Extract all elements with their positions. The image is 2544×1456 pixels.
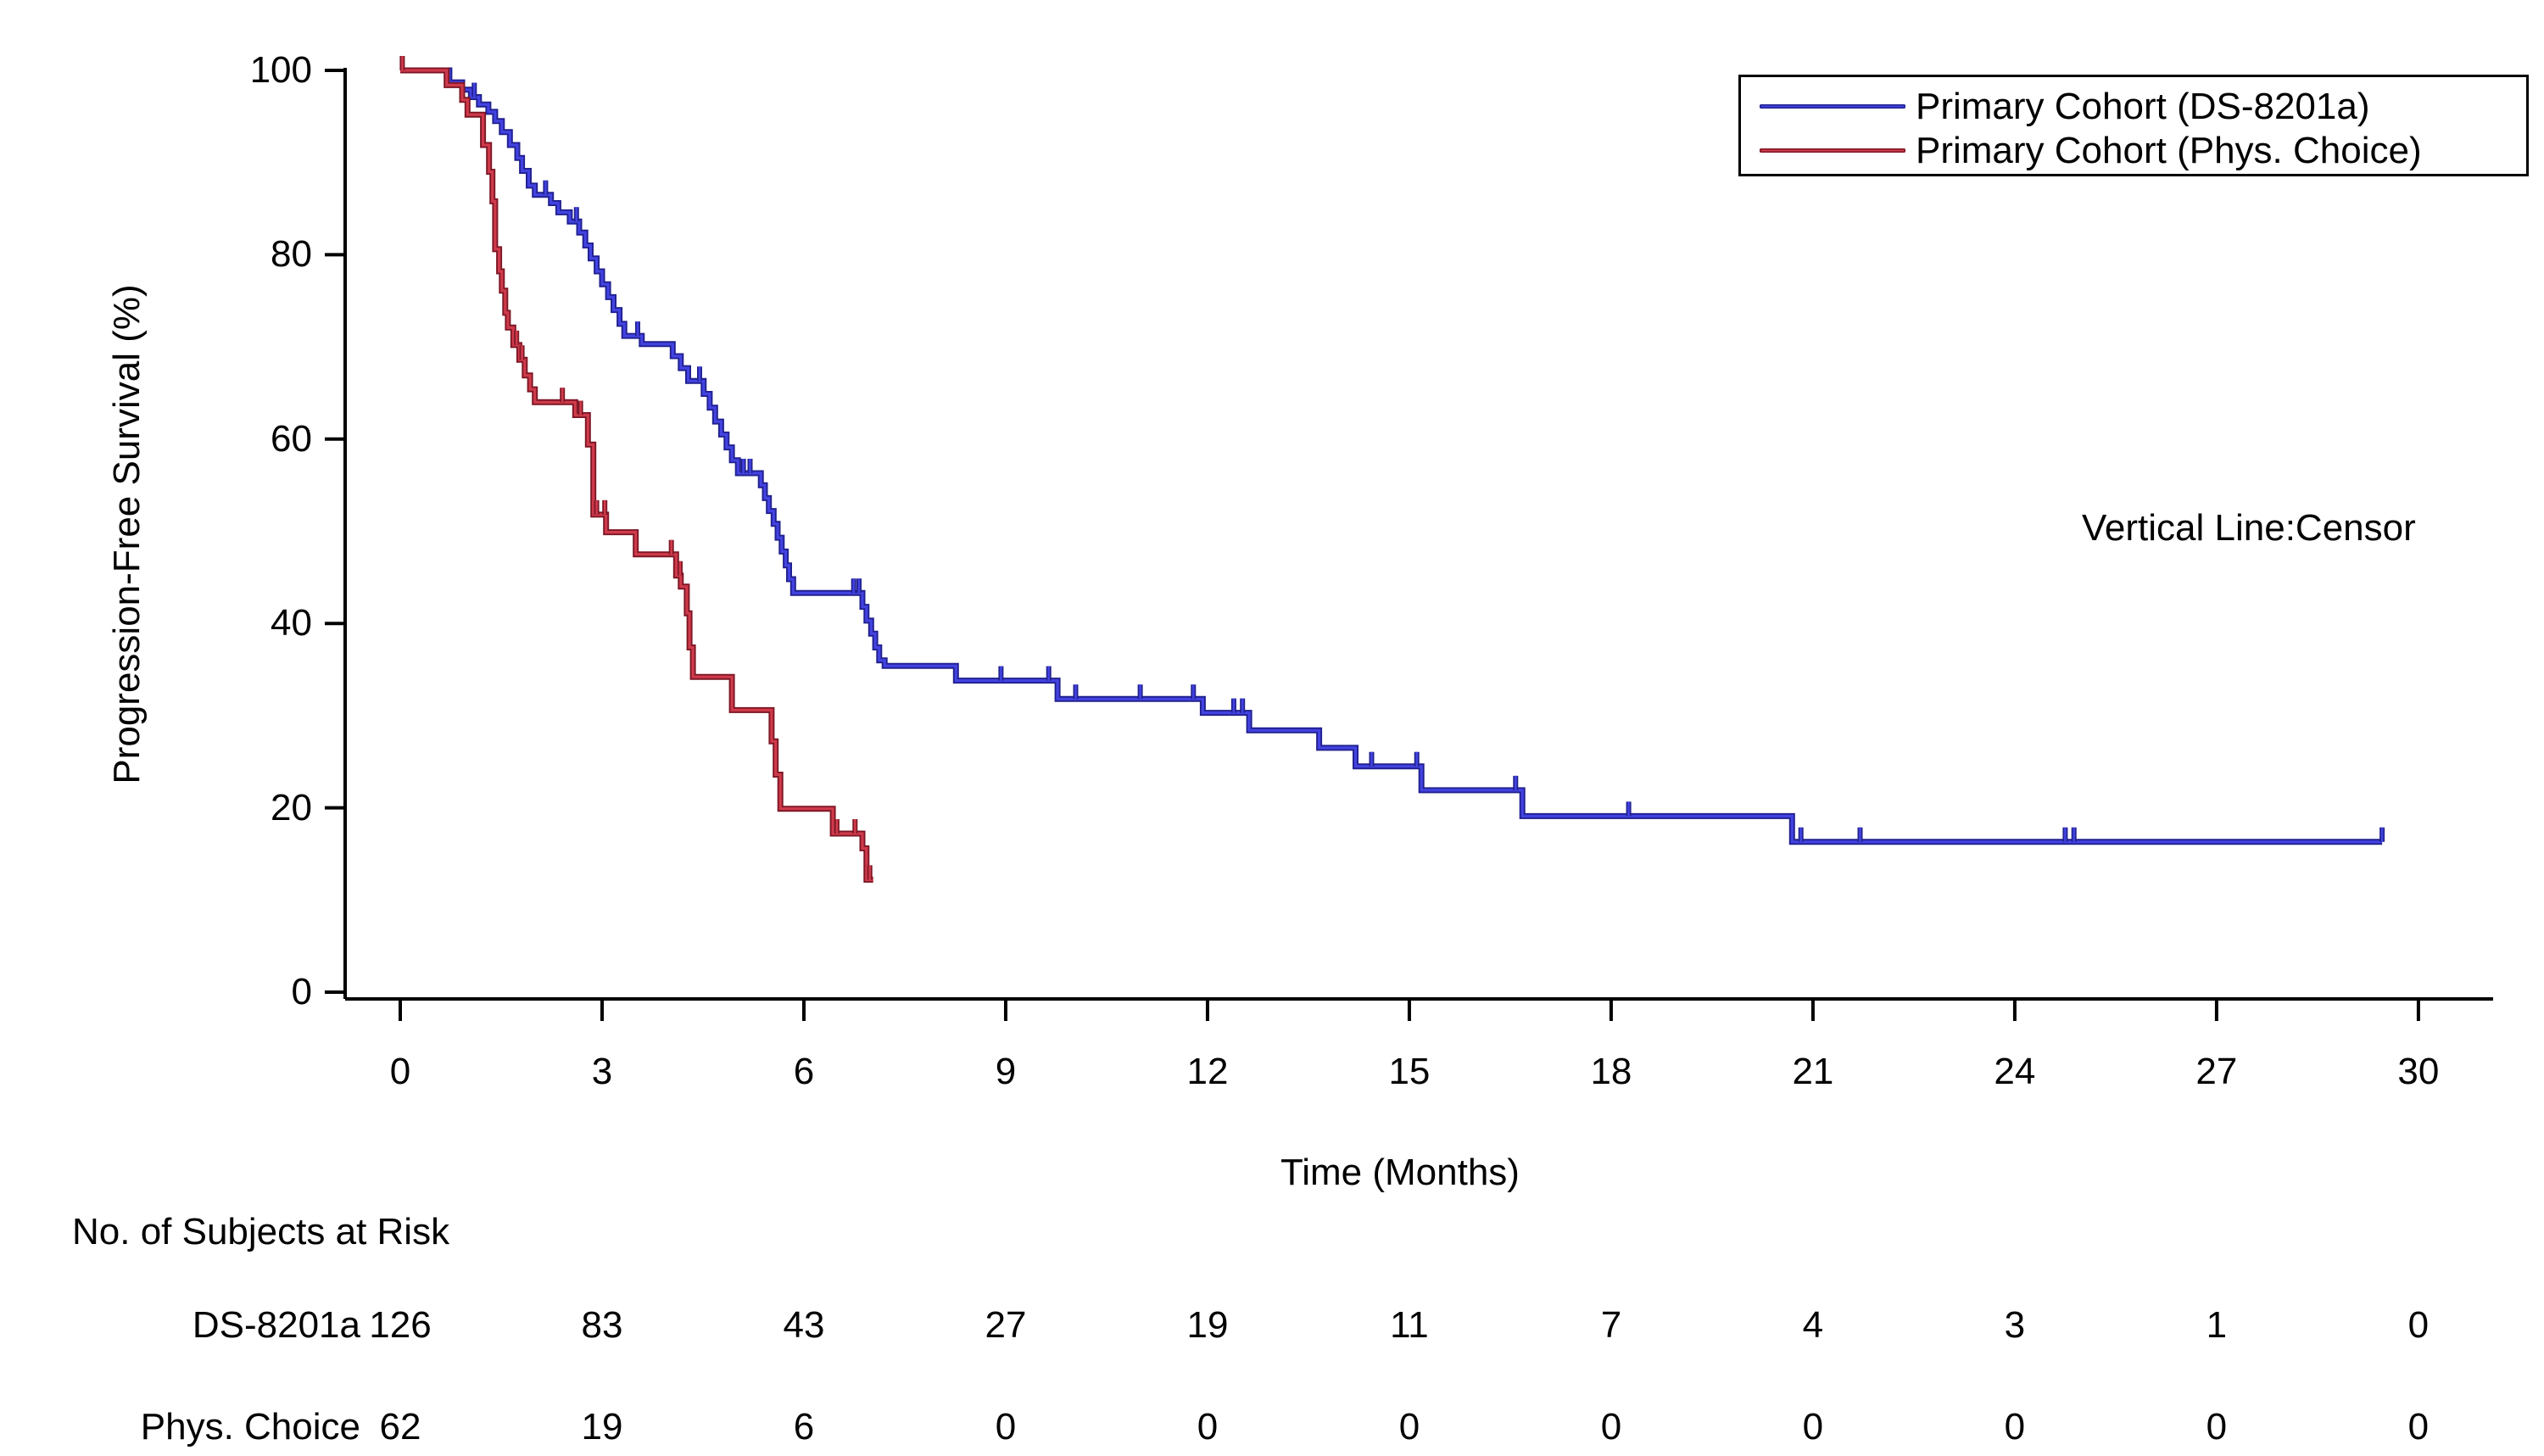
censor-annotation: Vertical Line:Censor (2082, 507, 2416, 549)
survival-curves (399, 56, 2385, 883)
legend-label: Primary Cohort (Phys. Choice) (1916, 130, 2422, 171)
curve-ds8201a-edge (400, 67, 2383, 845)
risk-value: 19 (1186, 1304, 1229, 1346)
risk-value: 1 (2206, 1304, 2228, 1346)
legend-box: Primary Cohort (DS-8201a) Primary Cohort… (1738, 75, 2529, 176)
legend-label: Primary Cohort (DS-8201a) (1916, 86, 2370, 127)
risk-value: 0 (2206, 1406, 2228, 1448)
censor-ticks-ds8201a-edge (471, 82, 2385, 842)
risk-value: 11 (1390, 1304, 1429, 1346)
risk-value: 0 (1600, 1406, 1622, 1448)
y-tick-label: 20 (271, 786, 312, 828)
censor-ticks-phys-choice-edge (399, 56, 873, 880)
legend-line-swatch-red (1760, 148, 1905, 153)
curve-ds8201a-line (400, 69, 2383, 844)
y-tick-label: 40 (271, 602, 312, 644)
x-tick-label: 9 (995, 1051, 1017, 1092)
axes (325, 68, 2493, 1021)
risk-value: 0 (1398, 1406, 1420, 1448)
legend-entry-phys-choice: Primary Cohort (Phys. Choice) (1741, 126, 2526, 174)
x-tick-label: 15 (1388, 1051, 1431, 1092)
legend-line-swatch-blue (1760, 104, 1905, 109)
y-tick-label: 60 (271, 417, 312, 460)
risk-value: 0 (2407, 1406, 2430, 1448)
risk-value: 6 (793, 1406, 815, 1448)
risk-table-title: No. of Subjects at Risk (72, 1211, 450, 1252)
risk-value: 0 (995, 1406, 1017, 1448)
y-tick-label: 80 (271, 233, 312, 276)
risk-row-label: Phys. Choice (140, 1406, 360, 1448)
x-tick-label: 12 (1186, 1051, 1229, 1092)
risk-value: 0 (2407, 1304, 2430, 1346)
risk-value: 83 (581, 1304, 623, 1346)
y-tick-label: 0 (291, 971, 312, 1013)
x-tick-label: 27 (2195, 1051, 2238, 1092)
risk-value: 62 (379, 1406, 421, 1448)
x-tick-label: 0 (389, 1051, 411, 1092)
censor-ticks-phys-choice (401, 56, 871, 880)
x-axis-title: Time (Months) (1280, 1152, 1520, 1193)
risk-value: 7 (1600, 1304, 1622, 1346)
censor-ticks-ds8201a (473, 82, 2384, 842)
risk-value: 43 (783, 1304, 825, 1346)
legend-entry-ds8201a: Primary Cohort (DS-8201a) (1741, 82, 2526, 130)
x-tick-label: 18 (1590, 1051, 1632, 1092)
x-tick-label: 30 (2397, 1051, 2440, 1092)
y-axis-title: Progression-Free Survival (%) (106, 284, 148, 784)
risk-value: 27 (985, 1304, 1027, 1346)
y-tick-label: 100 (249, 49, 312, 91)
risk-value: 0 (1197, 1406, 1219, 1448)
risk-value: 0 (1802, 1406, 1824, 1448)
x-tick-label: 24 (1994, 1051, 2036, 1092)
x-tick-label: 21 (1792, 1051, 1834, 1092)
x-tick-label: 3 (591, 1051, 613, 1092)
x-tick-label: 6 (793, 1051, 815, 1092)
risk-value: 4 (1802, 1304, 1824, 1346)
risk-value: 126 (369, 1304, 432, 1346)
risk-value: 0 (2004, 1406, 2026, 1448)
curve-phys-choice-line (400, 69, 873, 881)
curve-phys-choice-edge (400, 67, 873, 883)
risk-row-label: DS-8201a (192, 1304, 360, 1346)
risk-value: 19 (581, 1406, 623, 1448)
risk-value: 3 (2004, 1304, 2026, 1346)
